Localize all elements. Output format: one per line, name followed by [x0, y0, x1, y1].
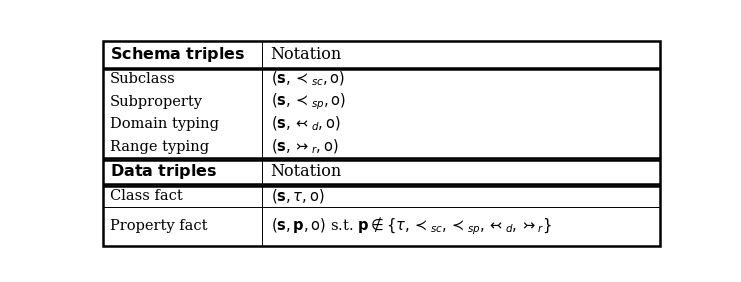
Text: $({\bf s},{\bf p},{\rm o})$ s.t. ${\bf p}\notin\{\tau,\prec_{sc},\prec_{sp},\lef: $({\bf s},{\bf p},{\rm o})$ s.t. ${\bf p…: [270, 215, 551, 237]
Text: $({\bf s},\prec_{sp},{\rm o})$: $({\bf s},\prec_{sp},{\rm o})$: [270, 91, 346, 112]
Text: Notation: Notation: [270, 46, 342, 63]
Text: $({\bf s},\rightarrowtail_{r},{\rm o})$: $({\bf s},\rightarrowtail_{r},{\rm o})$: [270, 138, 338, 156]
Text: $({\bf s},\leftarrowtail_{d},{\rm o})$: $({\bf s},\leftarrowtail_{d},{\rm o})$: [270, 115, 340, 133]
Text: Subclass: Subclass: [110, 72, 176, 86]
Text: Notation: Notation: [270, 163, 342, 180]
Text: $({\bf s},\prec_{sc},{\rm o})$: $({\bf s},\prec_{sc},{\rm o})$: [270, 70, 345, 88]
Text: $({\bf s},\tau,{\rm o})$: $({\bf s},\tau,{\rm o})$: [270, 187, 325, 205]
Text: $\bf{Schema\ triples}$: $\bf{Schema\ triples}$: [110, 45, 245, 64]
Text: Domain typing: Domain typing: [110, 117, 219, 131]
Text: Class fact: Class fact: [110, 189, 182, 203]
Text: $\bf{Data\ triples}$: $\bf{Data\ triples}$: [110, 162, 217, 181]
Text: Range typing: Range typing: [110, 140, 209, 154]
Text: Subproperty: Subproperty: [110, 94, 203, 109]
Text: Property fact: Property fact: [110, 219, 207, 233]
